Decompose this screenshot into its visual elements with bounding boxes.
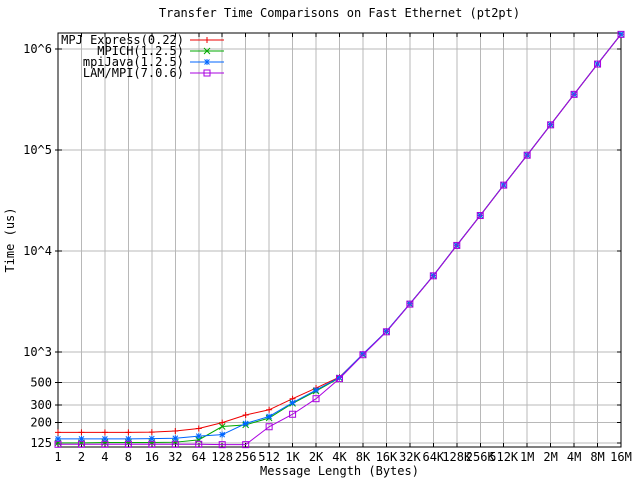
svg-text:32: 32 bbox=[168, 450, 182, 464]
x-axis-label: Message Length (Bytes) bbox=[260, 464, 419, 478]
svg-text:16: 16 bbox=[145, 450, 159, 464]
legend: MPJ Express(0.22)MPICH(1.2.5)mpiJava(1.2… bbox=[61, 33, 224, 80]
svg-text:64: 64 bbox=[192, 450, 206, 464]
svg-text:512K: 512K bbox=[489, 450, 519, 464]
svg-text:1: 1 bbox=[54, 450, 61, 464]
svg-text:1M: 1M bbox=[520, 450, 534, 464]
svg-text:512: 512 bbox=[258, 450, 280, 464]
svg-text:10^3: 10^3 bbox=[23, 345, 52, 359]
svg-text:256: 256 bbox=[235, 450, 257, 464]
svg-text:4: 4 bbox=[101, 450, 108, 464]
svg-text:2K: 2K bbox=[309, 450, 324, 464]
legend-entry: MPICH(1.2.5) bbox=[97, 44, 224, 58]
legend-entry: mpiJava(1.2.5) bbox=[83, 55, 224, 69]
svg-text:2M: 2M bbox=[543, 450, 557, 464]
gridlines bbox=[57, 33, 622, 447]
svg-text:4K: 4K bbox=[332, 450, 347, 464]
svg-text:200: 200 bbox=[30, 416, 52, 430]
svg-text:128: 128 bbox=[211, 450, 233, 464]
svg-text:125: 125 bbox=[30, 436, 52, 450]
svg-text:128K: 128K bbox=[442, 450, 472, 464]
svg-text:300: 300 bbox=[30, 398, 52, 412]
svg-text:32K: 32K bbox=[399, 450, 421, 464]
svg-text:1K: 1K bbox=[285, 450, 300, 464]
svg-text:8: 8 bbox=[125, 450, 132, 464]
svg-text:2: 2 bbox=[78, 450, 85, 464]
svg-text:8K: 8K bbox=[356, 450, 371, 464]
series-lam-mpi-7-0-6 bbox=[54, 30, 625, 449]
svg-text:10^4: 10^4 bbox=[23, 244, 52, 258]
svg-text:64K: 64K bbox=[422, 450, 444, 464]
svg-text:16K: 16K bbox=[376, 450, 398, 464]
svg-text:500: 500 bbox=[30, 375, 52, 389]
svg-text:10^6: 10^6 bbox=[23, 42, 52, 56]
svg-text:mpiJava(1.2.5): mpiJava(1.2.5) bbox=[83, 55, 184, 69]
legend-entry: MPJ Express(0.22) bbox=[61, 33, 224, 47]
svg-text:LAM/MPI(7.0.6): LAM/MPI(7.0.6) bbox=[83, 66, 184, 80]
y-tick-labels: 125 200 300 500 10^3 10^4 10^5 10^6 bbox=[23, 42, 52, 450]
chart-title: Transfer Time Comparisons on Fast Ethern… bbox=[158, 6, 521, 20]
svg-text:256K: 256K bbox=[466, 450, 496, 464]
legend-entry: LAM/MPI(7.0.6) bbox=[83, 66, 224, 80]
axis-ticks bbox=[55, 33, 622, 447]
svg-text:16M: 16M bbox=[610, 450, 632, 464]
svg-text:4M: 4M bbox=[567, 450, 581, 464]
svg-text:MPICH(1.2.5): MPICH(1.2.5) bbox=[97, 44, 184, 58]
svg-text:8M: 8M bbox=[590, 450, 604, 464]
svg-text:MPJ Express(0.22): MPJ Express(0.22) bbox=[61, 33, 184, 47]
x-tick-labels: 1 2 4 8 16 32 64 128 256 512 1K 2K 4K 8K 16K 32K 64K128K… bbox=[54, 450, 631, 464]
svg-text:10^5: 10^5 bbox=[23, 143, 52, 157]
